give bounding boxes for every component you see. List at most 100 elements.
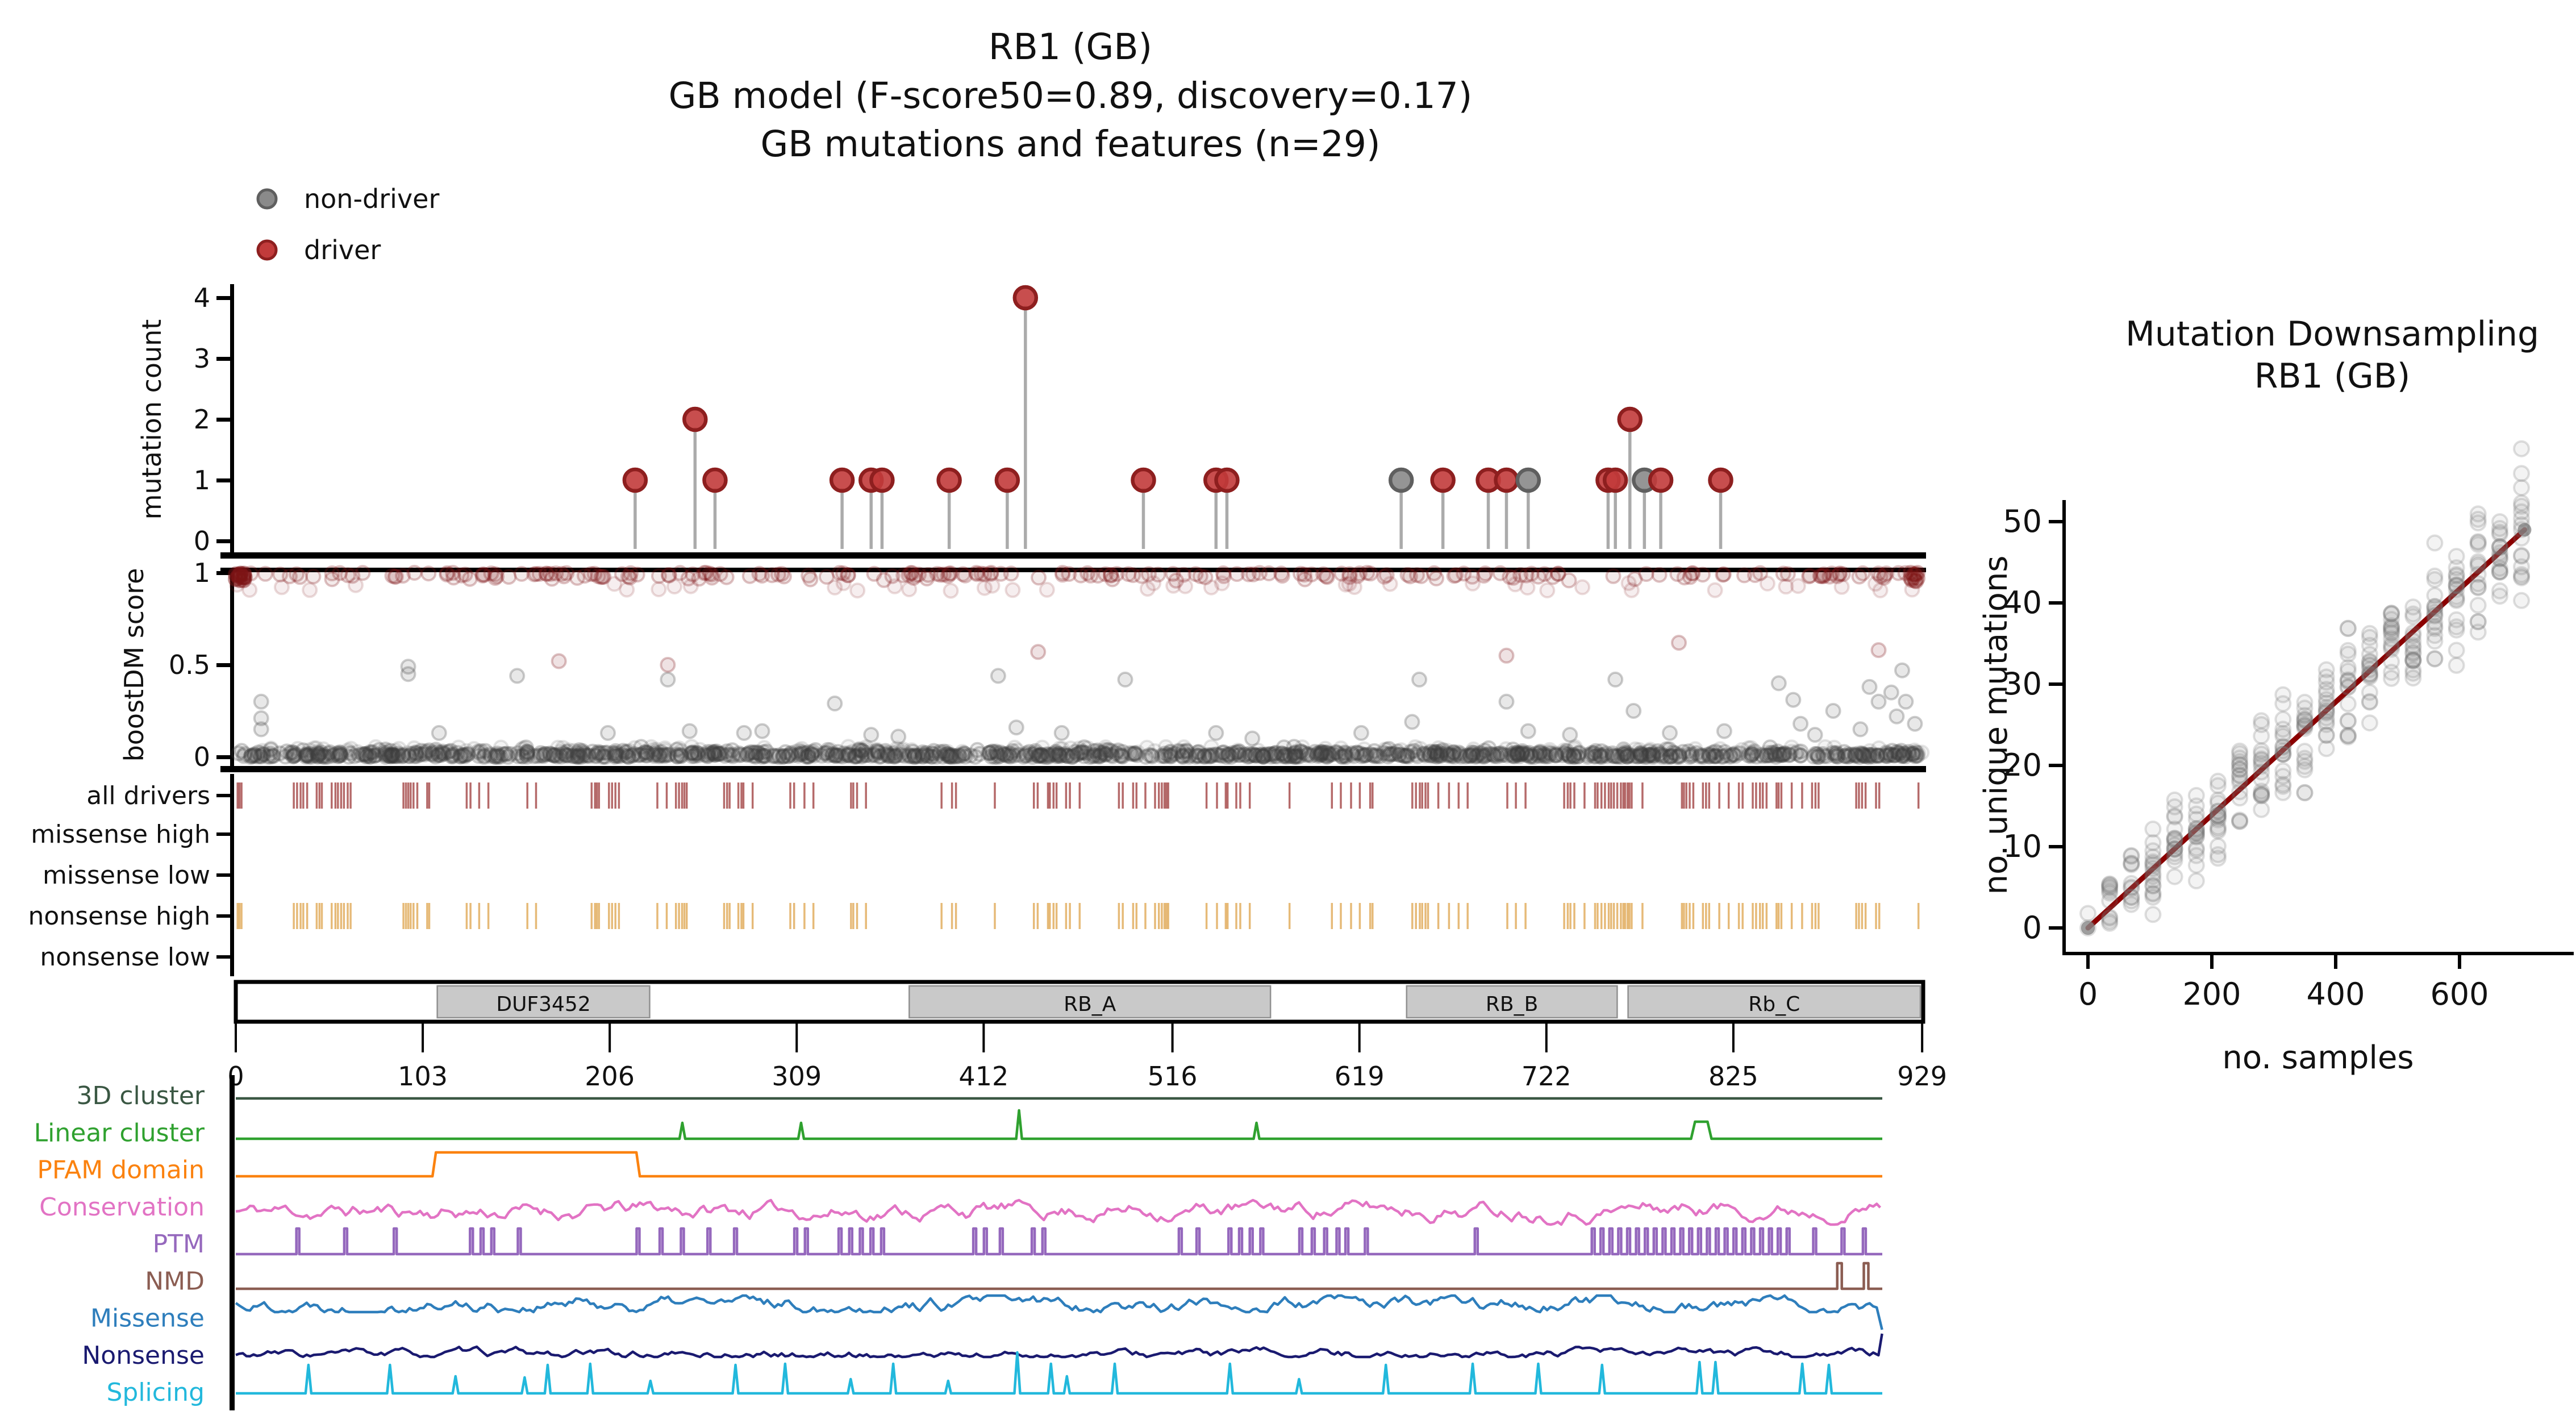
- boostdm-point-passenger: [411, 747, 428, 763]
- boostdm-point-passenger: [1070, 746, 1086, 762]
- boostdm-point-passenger: [382, 743, 398, 759]
- boostdm-point-passenger: [748, 747, 764, 764]
- boostdm-point-passenger: [1547, 747, 1564, 764]
- boostdm-point-passenger: [1245, 746, 1261, 763]
- boostdm-point-passenger: [1586, 745, 1603, 761]
- boostdm-point-passenger: [1662, 725, 1678, 741]
- boostdm-point-passenger: [731, 747, 747, 764]
- downsampling-point: [2491, 588, 2508, 605]
- boostdm-point-passenger: [553, 743, 569, 760]
- boostdm-point-passenger: [834, 748, 851, 765]
- boostdm-point-passenger: [1166, 746, 1183, 762]
- track-spine: [230, 1334, 235, 1373]
- x-tick-label: 600: [2430, 976, 2489, 1012]
- track-spine: [230, 1149, 235, 1188]
- needle-stems: [633, 306, 1723, 549]
- boostdm-point-passenger: [1266, 745, 1283, 761]
- boostdm-point-passenger: [1532, 745, 1548, 761]
- boostdm-point-passenger: [1287, 745, 1303, 761]
- boostdm-point-passenger: [918, 745, 935, 761]
- boostdm-point-passenger: [532, 747, 548, 764]
- boostdm-point-passenger: [1345, 748, 1362, 764]
- boostdm-point-passenger: [744, 744, 761, 761]
- boostdm-point-passenger: [1214, 744, 1231, 761]
- boostdm-point-driver: [666, 578, 683, 595]
- boostdm-point-passenger: [332, 747, 349, 763]
- boostdm-point-passenger: [1229, 742, 1246, 759]
- boostdm-point-passenger: [636, 744, 653, 761]
- downsampling-point: [2513, 479, 2530, 497]
- downsampling-point: [2144, 906, 2162, 923]
- y-tick-label: 0: [194, 526, 210, 556]
- needle-driver: [682, 406, 708, 432]
- legend-label: driver: [304, 235, 381, 265]
- barcode-ticks-row-0: [236, 782, 1920, 809]
- boostdm-point-driver: [741, 568, 758, 584]
- boostdm-point-passenger: [1504, 748, 1521, 764]
- boostdm-point-passenger: [1174, 748, 1191, 764]
- boostdm-point-passenger: [1889, 744, 1905, 760]
- track-spine: [230, 1297, 235, 1337]
- boostdm-point-passenger: [1662, 748, 1678, 765]
- boostdm-point-passenger: [944, 749, 960, 765]
- boostdm-point-passenger: [1537, 747, 1553, 763]
- boostdm-point-passenger: [989, 748, 1006, 765]
- boostdm-point-passenger: [1662, 748, 1679, 765]
- boostdm-point-passenger: [893, 747, 909, 763]
- boostdm-point-passenger: [651, 747, 667, 763]
- boostdm-point-passenger: [940, 748, 956, 764]
- boostdm-point-passenger: [1344, 746, 1360, 763]
- boostdm-point-passenger: [1825, 745, 1841, 761]
- boostdm-point-passenger: [1827, 748, 1843, 764]
- boostdm-point-passenger: [1090, 748, 1106, 764]
- boostdm-point-passenger: [857, 747, 874, 763]
- boostdm-point-passenger: [1243, 747, 1260, 763]
- boostdm-point-passenger: [1716, 723, 1732, 739]
- boostdm-point-passenger: [683, 745, 700, 761]
- boostdm-point-passenger: [1878, 747, 1894, 764]
- boostdm-point-passenger: [943, 747, 959, 763]
- boostdm-point-passenger: [1667, 745, 1683, 761]
- boostdm-point-passenger: [1319, 748, 1336, 764]
- downsampling-point: [2361, 693, 2378, 710]
- boostdm-point-passenger: [431, 747, 447, 763]
- boostdm-point-passenger: [1586, 745, 1602, 761]
- downsampling-point: [2209, 772, 2227, 790]
- boostdm-point-passenger: [509, 668, 526, 684]
- boostdm-point-passenger: [575, 747, 591, 764]
- boostdm-point-driver: [551, 653, 567, 669]
- boostdm-point-passenger: [1334, 748, 1350, 765]
- boostdm-point-passenger: [1503, 746, 1520, 763]
- boostdm-point-passenger: [1312, 746, 1329, 763]
- boostdm-point-passenger: [1399, 747, 1416, 764]
- boostdm-point-passenger: [1570, 746, 1587, 762]
- boostdm-point-passenger: [287, 746, 304, 763]
- row-label-missense-low: missense low: [43, 861, 210, 890]
- boostdm-point-passenger: [839, 747, 855, 764]
- boostdm-point-passenger: [1322, 746, 1338, 762]
- boostdm-point-driver: [420, 565, 437, 582]
- boostdm-point-passenger: [1625, 703, 1642, 719]
- boostdm-point-passenger: [673, 748, 689, 764]
- boostdm-point-passenger: [711, 746, 728, 762]
- boostdm-point-passenger: [1385, 746, 1401, 763]
- boostdm-point-passenger: [1189, 747, 1206, 764]
- downsampling-point: [2274, 710, 2292, 728]
- boostdm-point-passenger: [924, 748, 940, 765]
- boostdm-point-driver: [1651, 567, 1668, 583]
- boostdm-point-passenger: [1337, 749, 1354, 765]
- y-tick: [2049, 601, 2062, 605]
- boostdm-point-passenger: [686, 746, 703, 762]
- boostdm-point-passenger: [1314, 746, 1330, 763]
- boostdm-point-passenger: [1312, 744, 1329, 760]
- boostdm-point-passenger: [395, 748, 411, 764]
- boostdm-point-passenger: [316, 747, 332, 764]
- boostdm-point-passenger: [569, 748, 586, 764]
- boostdm-point-passenger: [854, 743, 870, 759]
- needle-driver: [994, 467, 1020, 493]
- boostdm-point-passenger: [369, 747, 385, 763]
- boostdm-point-passenger: [932, 744, 948, 760]
- row-tick: [216, 955, 230, 959]
- boostdm-point-passenger: [1231, 747, 1247, 763]
- boostdm-point-passenger: [364, 744, 381, 760]
